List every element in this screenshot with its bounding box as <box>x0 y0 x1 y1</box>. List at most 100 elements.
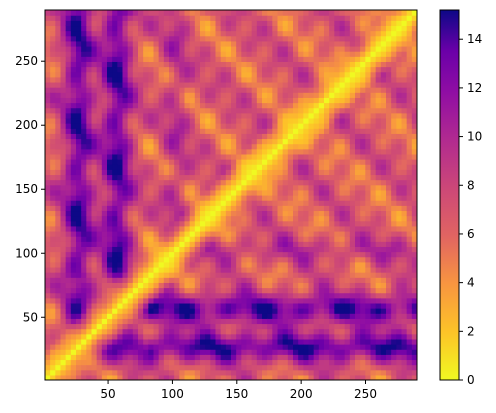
heatmap-cell <box>272 10 279 16</box>
heatmap-cell <box>318 323 325 330</box>
heatmap-cell <box>60 230 67 237</box>
heatmap-cell <box>287 359 294 366</box>
heatmap-cell <box>148 287 155 294</box>
heatmap-cell <box>386 215 392 222</box>
heatmap-cell <box>107 87 113 93</box>
heatmap-cell <box>256 143 263 150</box>
heatmap-cell <box>236 369 242 376</box>
heatmap-cell <box>386 164 392 170</box>
heatmap-cell <box>401 236 408 242</box>
heatmap-cell <box>107 107 113 114</box>
heatmap-cell <box>246 261 253 268</box>
heatmap-cell <box>293 45 299 52</box>
heatmap-cell <box>132 184 139 191</box>
heatmap-cell <box>220 354 227 361</box>
heatmap-cell <box>148 200 155 206</box>
heatmap-cell <box>246 318 253 325</box>
heatmap-cell <box>375 205 382 212</box>
heatmap-cell <box>127 81 134 88</box>
heatmap-cell <box>220 313 227 319</box>
heatmap-cell <box>349 148 356 155</box>
heatmap-cell <box>179 318 186 325</box>
heatmap-cell <box>91 256 98 263</box>
heatmap-cell <box>65 308 72 314</box>
heatmap-cell <box>143 164 149 170</box>
heatmap-cell <box>293 97 299 104</box>
heatmap-cell <box>251 225 258 232</box>
heatmap-cell <box>138 230 144 237</box>
heatmap-cell <box>220 35 227 42</box>
heatmap-cell <box>313 364 320 371</box>
heatmap-cell <box>215 87 222 93</box>
heatmap-cell <box>277 179 284 186</box>
heatmap-cell <box>169 220 175 227</box>
heatmap-cell <box>246 369 253 376</box>
heatmap-cell <box>91 148 98 155</box>
heatmap-cell <box>267 338 273 345</box>
heatmap-cell <box>349 236 356 242</box>
heatmap-cell <box>262 313 268 319</box>
heatmap-cell <box>60 174 67 181</box>
heatmap-cell <box>50 282 56 289</box>
heatmap-cell <box>303 272 310 278</box>
heatmap-cell <box>143 40 149 47</box>
heatmap-cell <box>184 189 191 196</box>
heatmap-cell <box>355 143 361 150</box>
heatmap-cell <box>344 236 351 242</box>
heatmap-cell <box>272 266 279 273</box>
heatmap-cell <box>380 297 387 304</box>
heatmap-cell <box>293 333 299 340</box>
heatmap-cell <box>375 364 382 371</box>
heatmap-cell <box>184 318 191 325</box>
heatmap-cell <box>70 215 77 222</box>
heatmap-cell <box>86 200 93 206</box>
heatmap-cell <box>122 10 129 16</box>
heatmap-cell <box>339 256 346 263</box>
heatmap-cell <box>210 81 217 88</box>
heatmap-cell <box>45 225 51 232</box>
heatmap-cell <box>122 45 129 52</box>
heatmap-cell <box>76 241 82 247</box>
heatmap-cell <box>293 282 299 289</box>
heatmap-cell <box>117 112 124 119</box>
heatmap-cell <box>91 174 98 181</box>
heatmap-cell <box>91 133 98 140</box>
heatmap-cell <box>231 81 237 88</box>
heatmap-cell <box>179 66 186 73</box>
heatmap-cell <box>210 369 217 376</box>
heatmap-cell <box>81 323 87 330</box>
heatmap-cell <box>215 282 222 289</box>
heatmap-cell <box>303 40 310 47</box>
heatmap-cell <box>215 338 222 345</box>
heatmap-cell <box>107 277 113 283</box>
heatmap-cell <box>158 148 165 155</box>
heatmap-cell <box>50 215 56 222</box>
heatmap-cell <box>324 205 330 212</box>
heatmap-cell <box>205 51 211 57</box>
heatmap-cell <box>375 81 382 88</box>
heatmap-cell <box>313 349 320 355</box>
heatmap-cell <box>169 344 175 350</box>
heatmap-cell <box>148 359 155 366</box>
heatmap-cell <box>132 45 139 52</box>
heatmap-cell <box>360 45 366 52</box>
heatmap-cell <box>70 51 77 57</box>
heatmap-cell <box>272 117 279 124</box>
heatmap-cell <box>298 143 304 150</box>
heatmap-cell <box>329 318 335 325</box>
heatmap-cell <box>329 174 335 181</box>
heatmap-cell <box>143 272 149 278</box>
heatmap-cell <box>267 272 273 278</box>
heatmap-cell <box>329 241 335 247</box>
heatmap-cell <box>194 297 201 304</box>
heatmap-cell <box>96 56 103 62</box>
heatmap-cell <box>334 354 341 361</box>
heatmap-cell <box>318 159 325 165</box>
heatmap-cell <box>55 66 62 73</box>
heatmap-cell <box>282 148 289 155</box>
heatmap-cell <box>318 261 325 268</box>
heatmap-cell <box>174 272 180 278</box>
heatmap-cell <box>220 184 227 191</box>
heatmap-cell <box>308 159 315 165</box>
heatmap-cell <box>355 40 361 47</box>
